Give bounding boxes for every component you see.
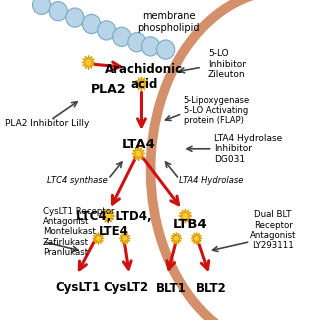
Text: LTA4: LTA4 bbox=[122, 138, 156, 150]
Circle shape bbox=[49, 2, 67, 21]
Circle shape bbox=[156, 40, 175, 59]
Text: Arachidonic
acid: Arachidonic acid bbox=[105, 63, 184, 91]
Text: Dual BLT
Receptor
Antagonist
LY293111: Dual BLT Receptor Antagonist LY293111 bbox=[250, 210, 296, 251]
Circle shape bbox=[33, 0, 51, 14]
Circle shape bbox=[113, 27, 131, 46]
Text: CysLT2: CysLT2 bbox=[104, 282, 149, 294]
Text: 5-Lipoxygenase
5-LO Activating
protein (FLAP): 5-Lipoxygenase 5-LO Activating protein (… bbox=[184, 95, 250, 125]
Polygon shape bbox=[132, 147, 145, 161]
Polygon shape bbox=[101, 209, 115, 223]
Circle shape bbox=[66, 8, 84, 27]
Polygon shape bbox=[191, 233, 202, 244]
Polygon shape bbox=[82, 55, 95, 69]
Text: LTA4 Hydrolase: LTA4 Hydrolase bbox=[179, 176, 244, 185]
Text: CysLT1: CysLT1 bbox=[55, 282, 100, 294]
Text: PLA2: PLA2 bbox=[91, 83, 126, 96]
Text: CysLT1 Receptor
Antagonist
Montelukast
Zafirlukast
Pranlukast: CysLT1 Receptor Antagonist Montelukast Z… bbox=[43, 207, 115, 257]
Circle shape bbox=[141, 37, 160, 56]
Polygon shape bbox=[171, 233, 182, 244]
Text: PLA2 Inhibitor Lilly: PLA2 Inhibitor Lilly bbox=[5, 119, 90, 128]
Circle shape bbox=[83, 14, 100, 34]
Text: 5-LO
Inhibitor
Zileuton: 5-LO Inhibitor Zileuton bbox=[208, 49, 246, 79]
Text: LTC4 synthase: LTC4 synthase bbox=[47, 176, 108, 185]
Text: membrane
phospholipid: membrane phospholipid bbox=[138, 11, 200, 33]
Text: BLT1: BLT1 bbox=[156, 282, 187, 294]
Text: BLT2: BLT2 bbox=[196, 282, 227, 294]
Polygon shape bbox=[119, 233, 130, 244]
Polygon shape bbox=[93, 233, 104, 244]
Polygon shape bbox=[179, 209, 192, 223]
Polygon shape bbox=[135, 77, 148, 91]
Text: LTA4 Hydrolase
Inhibitor
DG031: LTA4 Hydrolase Inhibitor DG031 bbox=[214, 134, 282, 164]
Circle shape bbox=[98, 21, 116, 40]
Text: LTB4: LTB4 bbox=[172, 218, 207, 230]
Circle shape bbox=[128, 33, 146, 52]
Text: LTC4, LTD4,
LTE4: LTC4, LTD4, LTE4 bbox=[76, 210, 152, 238]
